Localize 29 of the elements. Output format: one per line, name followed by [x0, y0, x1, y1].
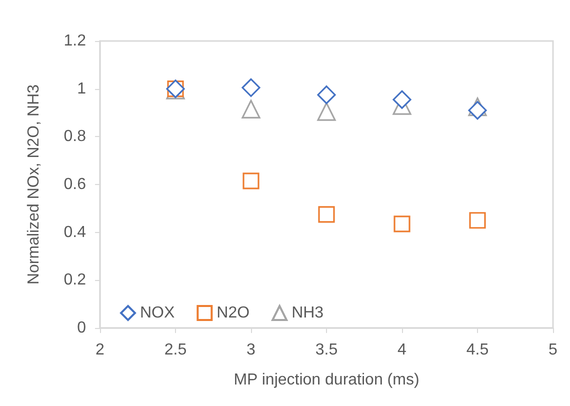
- x-tick-label: 5: [548, 342, 558, 358]
- y-tick-label: 0: [77, 320, 86, 336]
- y-tick-label: 0.4: [64, 224, 86, 241]
- y-axis-title: Normalized NOx, N2O, NH3: [26, 84, 42, 285]
- point: [317, 86, 336, 104]
- legend-label: NOX: [140, 304, 175, 322]
- point: [469, 212, 486, 229]
- point: [317, 102, 336, 121]
- x-tick-label: 4.5: [466, 342, 489, 358]
- x-axis-title: MP injection duration (ms): [234, 372, 420, 388]
- y-tick-label: 0.2: [64, 272, 86, 289]
- y-tick-label: 1.2: [64, 32, 86, 50]
- point: [242, 100, 260, 118]
- legend-label: N2O: [216, 304, 250, 322]
- x-tick-label: 3.5: [315, 342, 338, 358]
- x-tick-label: 2: [96, 342, 105, 358]
- point: [394, 216, 410, 232]
- x-tick-label: 2.5: [164, 342, 187, 358]
- y-tick-label: 0.6: [64, 176, 86, 193]
- point: [242, 172, 260, 190]
- x-tick-label: 4: [398, 342, 407, 358]
- y-tick-label: 0.8: [64, 128, 86, 146]
- y-tick-label: 1: [77, 80, 86, 98]
- point: [318, 206, 335, 223]
- point: [392, 90, 412, 109]
- point: [242, 78, 260, 97]
- legend-label: NH3: [292, 304, 324, 322]
- point: [468, 101, 487, 120]
- x-tick-label: 3: [246, 342, 256, 358]
